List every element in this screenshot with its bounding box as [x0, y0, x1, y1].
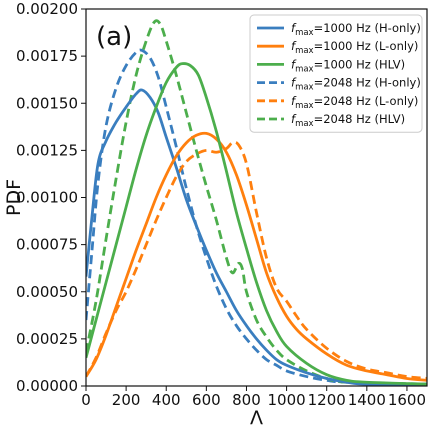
series-line-2 — [86, 131, 427, 382]
legend-label: fmax=1000 Hz (L-only) — [291, 39, 418, 56]
x-tick-label: 1200 — [308, 391, 346, 409]
x-axis-title: Λ — [250, 407, 263, 429]
series-line-6 — [86, 19, 427, 386]
x-tick-label: 1000 — [267, 391, 305, 409]
x-tick-label: 400 — [152, 391, 181, 409]
y-tick-label: 0.00025 — [16, 330, 78, 348]
y-tick-label: 0.00075 — [16, 236, 78, 254]
y-axis-title: PDF — [3, 179, 25, 216]
series-line-1 — [86, 88, 427, 386]
series-layer — [86, 19, 427, 386]
y-tick-label: 0.00200 — [16, 0, 78, 18]
y-tick-label: 0.00100 — [16, 189, 78, 207]
x-tick-label: 600 — [192, 391, 221, 409]
legend: fmax=1000 Hz (H-only)fmax=1000 Hz (L-onl… — [249, 14, 423, 133]
legend-box — [249, 14, 423, 133]
y-tick-label: 0.00125 — [16, 141, 78, 159]
tick-layer: 0 200 400 600 800 1000 1200 1400 1600 0.00000 0.00… — [16, 0, 426, 409]
y-tick-label: 0.00175 — [16, 47, 78, 65]
x-tick-label: 0 — [81, 391, 91, 409]
y-tick-label: 0.00050 — [16, 283, 78, 301]
x-tick-label: 1400 — [348, 391, 386, 409]
legend-label: fmax=2048 Hz (HLV) — [291, 112, 405, 129]
x-tick-label: 1600 — [388, 391, 426, 409]
y-tick-label: 0.00150 — [16, 94, 78, 112]
legend-label: fmax=1000 Hz (HLV) — [291, 57, 405, 74]
panel-label: (a) — [96, 22, 132, 52]
series-line-3 — [86, 62, 427, 386]
x-tick-label: 800 — [232, 391, 261, 409]
x-tick-label: 200 — [112, 391, 141, 409]
y-tick-label: 0.00000 — [16, 377, 78, 395]
series-line-5 — [86, 140, 427, 380]
legend-label: fmax=2048 Hz (H-only) — [291, 76, 421, 93]
legend-label: fmax=1000 Hz (H-only) — [291, 21, 421, 38]
legend-label: fmax=2048 Hz (L-only) — [291, 94, 418, 111]
